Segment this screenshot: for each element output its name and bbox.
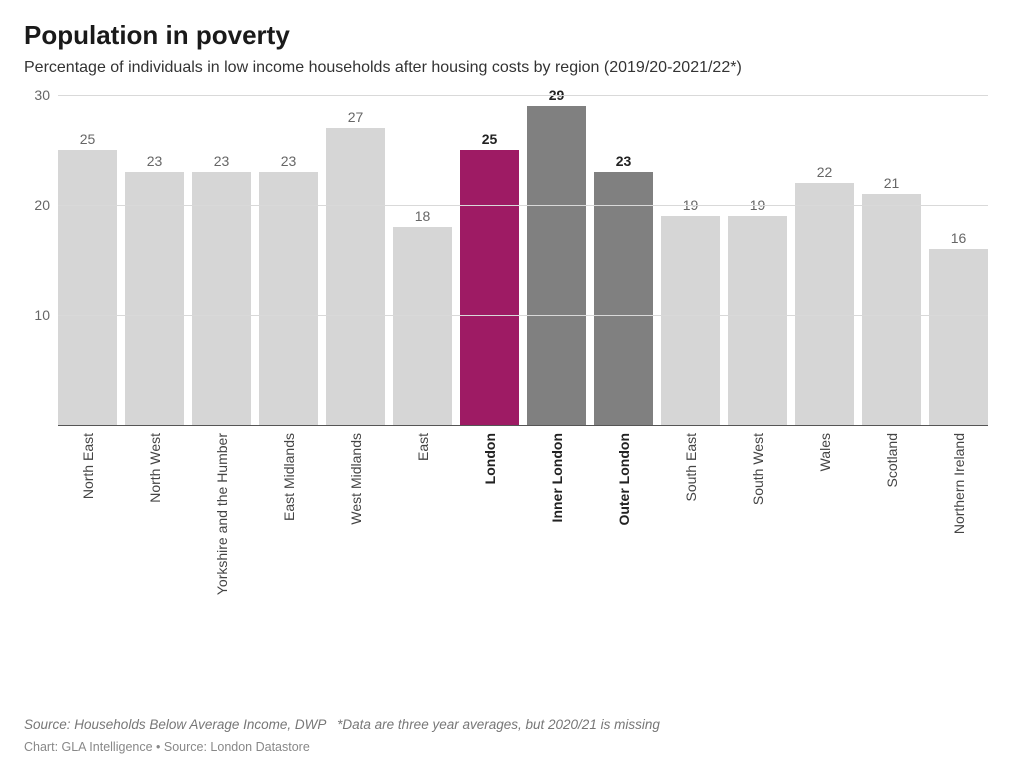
x-axis: North East North West Yorkshire and the Hu… — [58, 433, 988, 563]
bar-rect — [326, 128, 385, 425]
bar-rect — [125, 172, 184, 425]
x-tick-label: London — [482, 433, 498, 484]
x-tick-label: Outer London — [616, 433, 632, 526]
x-slot: North West — [125, 433, 184, 563]
x-tick-label: Scotland — [884, 433, 900, 487]
bar-rect — [58, 150, 117, 425]
x-tick-label: Yorkshire and the Humber — [214, 433, 230, 595]
bar-rect — [661, 216, 720, 425]
bar-value-label: 27 — [348, 109, 364, 125]
chart-area: 102030 2523232327182529231919222116 Nort… — [24, 95, 1000, 565]
bar-rect — [460, 150, 519, 425]
x-slot: Outer London — [594, 433, 653, 563]
bar-slot: 23 — [192, 153, 251, 425]
x-slot: South West — [728, 433, 787, 563]
bar-value-label: 23 — [147, 153, 163, 169]
bar-rect — [594, 172, 653, 425]
x-tick-label: West Midlands — [348, 433, 364, 525]
bar-rect — [728, 216, 787, 425]
chart-subtitle: Percentage of individuals in low income … — [24, 59, 1000, 77]
plot-inner: 2523232327182529231919222116 — [58, 95, 988, 425]
x-slot: Scotland — [862, 433, 921, 563]
x-tick-label: East Midlands — [281, 433, 297, 521]
x-tick-label: South West — [750, 433, 766, 505]
x-tick-label: North West — [147, 433, 163, 503]
x-slot: Northern Ireland — [929, 433, 988, 563]
x-tick-label: Wales — [817, 433, 833, 471]
bar-rect — [795, 183, 854, 425]
bar-slot: 19 — [728, 197, 787, 425]
gridline — [58, 315, 988, 316]
bar-slot: 22 — [795, 164, 854, 425]
gridline — [58, 95, 988, 96]
x-slot: West Midlands — [326, 433, 385, 563]
plot: 2523232327182529231919222116 North EastN… — [58, 95, 1000, 565]
bar-rect — [393, 227, 452, 425]
y-axis: 102030 — [24, 95, 58, 425]
x-slot: Inner London — [527, 433, 586, 563]
x-tick-label: North East — [80, 433, 96, 499]
x-slot: East — [393, 433, 452, 563]
bar-rect — [192, 172, 251, 425]
x-slot: Wales — [795, 433, 854, 563]
x-tick-label: South East — [683, 433, 699, 502]
bar-rect — [259, 172, 318, 425]
source-note: Source: Households Below Average Income,… — [24, 717, 1000, 732]
y-tick-label: 10 — [34, 307, 50, 323]
chart-title: Population in poverty — [24, 20, 1000, 51]
bar-value-label: 22 — [817, 164, 833, 180]
chart-footer: Source: Households Below Average Income,… — [24, 717, 1000, 754]
bar-slot: 16 — [929, 230, 988, 425]
bar-slot: 23 — [594, 153, 653, 425]
bar-rect — [862, 194, 921, 425]
bar-value-label: 23 — [214, 153, 230, 169]
y-tick-label: 20 — [34, 197, 50, 213]
x-tick-label: Northern Ireland — [951, 433, 967, 534]
bar-slot: 19 — [661, 197, 720, 425]
x-baseline — [58, 425, 988, 426]
x-slot: South East — [661, 433, 720, 563]
bar-value-label: 23 — [281, 153, 297, 169]
x-slot: Yorkshire and the Humber — [192, 433, 251, 563]
bar-value-label: 16 — [951, 230, 967, 246]
bar-slot: 21 — [862, 175, 921, 425]
bar-slot: 23 — [259, 153, 318, 425]
x-slot: London — [460, 433, 519, 563]
bar-slot: 25 — [58, 131, 117, 425]
bar-value-label: 23 — [616, 153, 632, 169]
chart-credit: Chart: GLA Intelligence • Source: London… — [24, 740, 1000, 754]
x-slot: East Midlands — [259, 433, 318, 563]
bar-value-label: 25 — [80, 131, 96, 147]
bar-value-label: 25 — [482, 131, 498, 147]
gridline — [58, 205, 988, 206]
bars-group: 2523232327182529231919222116 — [58, 95, 988, 425]
bar-slot: 29 — [527, 87, 586, 425]
y-tick-label: 30 — [34, 87, 50, 103]
chart-container: Population in poverty Percentage of indi… — [0, 0, 1024, 768]
bar-slot: 27 — [326, 109, 385, 425]
bar-slot: 18 — [393, 208, 452, 425]
x-tick-label: Inner London — [549, 433, 565, 522]
x-tick-label: East — [415, 433, 431, 461]
bar-rect — [929, 249, 988, 425]
bar-value-label: 18 — [415, 208, 431, 224]
bar-rect — [527, 106, 586, 425]
bar-slot: 23 — [125, 153, 184, 425]
x-slot: North East — [58, 433, 117, 563]
bar-value-label: 21 — [884, 175, 900, 191]
bar-slot: 25 — [460, 131, 519, 425]
